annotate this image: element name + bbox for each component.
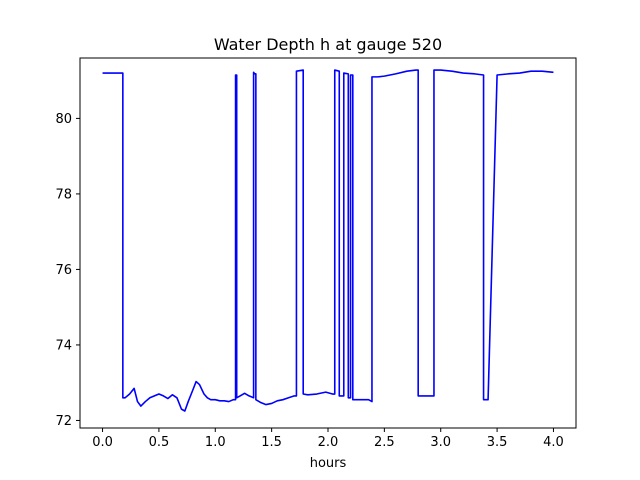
x-tick-label: 2.5 (374, 435, 395, 450)
chart-title: Water Depth h at gauge 520 (214, 35, 442, 54)
x-tick-label: 3.5 (487, 435, 508, 450)
y-tick-label: 80 (55, 112, 72, 127)
x-tick-label: 3.0 (430, 435, 451, 450)
y-tick-label: 76 (55, 263, 72, 278)
series-line-0 (102, 69, 554, 412)
y-axis-ticks: 72 74 76 78 80 (55, 112, 80, 429)
x-tick-label: 1.5 (261, 435, 282, 450)
x-tick-label: 0.5 (149, 435, 170, 450)
y-tick-label: 74 (55, 338, 72, 353)
x-tick-label: 0.0 (92, 435, 113, 450)
x-tick-label: 2.0 (318, 435, 339, 450)
y-tick-label: 78 (55, 187, 72, 202)
x-axis-ticks: 0.0 0.5 1.0 1.5 2.0 2.5 3.0 3.5 4.0 (92, 428, 564, 450)
y-tick-label: 72 (55, 414, 72, 429)
x-tick-label: 1.0 (205, 435, 226, 450)
x-tick-label: 4.0 (543, 435, 564, 450)
x-axis-label: hours (310, 456, 347, 471)
